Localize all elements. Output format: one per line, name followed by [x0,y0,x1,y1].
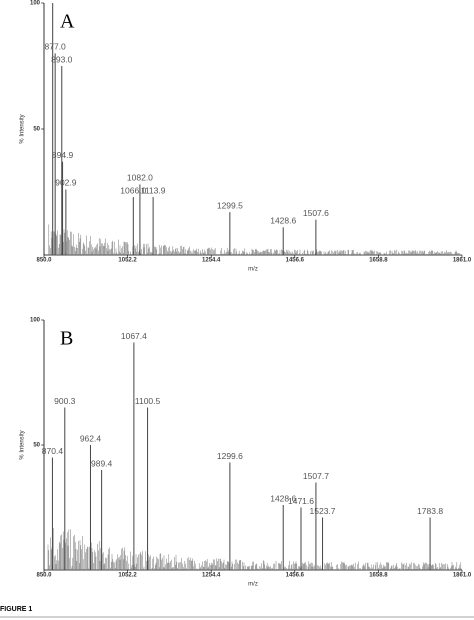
x-axis-label: m/z [248,267,258,273]
x-tick-label: 1658.8 [369,258,388,264]
x-axis-label: m/z [248,582,258,588]
peak-label: 1507.7 [303,471,329,481]
peak-label: 1523.7 [310,506,336,516]
y-axis-label: % Intensity [20,430,26,459]
x-tick-label: 1052.2 [118,258,137,264]
peak-label: 1507.6 [303,208,329,218]
y-tick-label: 100 [30,318,41,324]
noise-texture [47,528,462,570]
x-tick-label: 1254.4 [202,258,221,264]
peak-label: 1067.4 [121,331,147,341]
peak-label: 1428.6 [270,216,296,226]
peak-label: 1100.5 [135,396,161,406]
peak-label: 893.0 [51,54,73,64]
peak-label: 1066.0 [120,185,146,195]
peak-label: 1299.5 [217,200,243,210]
peak-label: 870.4 [42,446,64,456]
y-tick-label: 50 [33,127,40,133]
peak-label: 1783.8 [417,506,443,516]
peak-label: 902.9 [55,178,77,188]
noise-texture [48,224,462,255]
x-tick-label: 850.0 [36,573,52,579]
x-tick-label: 1052.2 [118,573,137,579]
x-tick-label: 1456.6 [286,573,305,579]
x-tick-label: 1254.4 [202,573,221,579]
y-tick-label: 100 [30,1,41,7]
peak-label: 894.9 [52,150,74,160]
panel-label: B [60,328,73,350]
peak-label: 1082.0 [127,173,153,183]
x-tick-label: 1861.0 [453,573,472,579]
y-axis-label: % Intensity [20,114,26,143]
peak-label: 1471.6 [288,496,314,506]
peak-label: 989.4 [91,458,113,468]
y-tick-label: 50 [33,443,40,449]
x-tick-label: 1658.8 [369,573,388,579]
figure-caption: FIGURE 1 [0,606,32,613]
peak-label: 1299.6 [217,451,243,461]
x-tick-label: 1861.0 [453,258,472,264]
peak-label: 962.4 [80,433,102,443]
peak-label: 900.3 [54,396,76,406]
peak-label: 1113.9 [141,185,166,195]
peak-label: 1428.6 [270,493,296,503]
x-tick-label: 850.0 [36,258,52,264]
x-tick-label: 1456.6 [286,258,305,264]
peak-label: 871.0 [42,0,64,1]
peak-label: 877.0 [45,42,67,52]
panel-label: A [60,11,75,33]
